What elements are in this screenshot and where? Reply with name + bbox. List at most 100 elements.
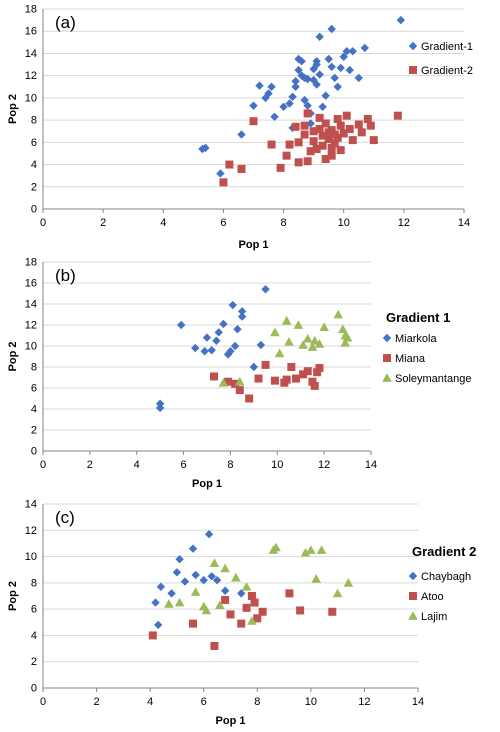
- data-point: [327, 151, 336, 160]
- data-point: [330, 73, 339, 83]
- data-point: [291, 122, 300, 131]
- data-point: [306, 545, 316, 554]
- y-tick-label: 10: [25, 92, 37, 104]
- x-tick-label: 2: [94, 696, 100, 708]
- data-point: [200, 347, 209, 356]
- x-tick-label: 4: [147, 696, 153, 708]
- legend-label: Gradient-2: [421, 65, 473, 77]
- data-point: [369, 136, 378, 145]
- data-point: [309, 127, 318, 136]
- data-point: [318, 141, 327, 150]
- data-point: [336, 146, 345, 155]
- data-point: [327, 62, 336, 71]
- data-point: [294, 158, 303, 167]
- data-point: [174, 597, 185, 607]
- data-point: [241, 582, 252, 591]
- data-point: [297, 57, 306, 66]
- data-point: [330, 139, 339, 148]
- y-axis-title: Pop 2: [7, 581, 19, 611]
- series-miarkola: [155, 285, 270, 413]
- data-point: [172, 568, 182, 577]
- y-axis-title: Pop 2: [7, 342, 19, 372]
- chart-panel: 0 2 4 6 8 10 12 14 16 18 0 2 4 6 8 10 12 14 Pop 1 Pop 2 (a) G…: [7, 4, 473, 252]
- data-point: [177, 320, 186, 330]
- y-tick-label: 0: [31, 204, 37, 216]
- x-axis-title: Pop 1: [216, 715, 246, 727]
- data-point: [333, 309, 343, 319]
- data-point: [281, 316, 292, 325]
- y-tick-label: 14: [25, 499, 37, 511]
- data-point: [175, 555, 184, 564]
- data-point: [306, 119, 315, 128]
- data-point: [306, 147, 315, 156]
- data-point: [310, 381, 319, 390]
- legend-label: Atoo: [421, 591, 444, 603]
- data-point: [354, 73, 363, 83]
- series-gradient-1: [198, 15, 406, 178]
- data-point: [191, 343, 200, 353]
- y-tick-label: 2: [31, 181, 37, 193]
- data-point: [271, 542, 281, 552]
- data-point: [254, 374, 263, 383]
- data-point: [253, 614, 262, 623]
- x-tick-label: 8: [227, 459, 233, 471]
- data-point: [231, 572, 241, 582]
- legend-marker: [382, 333, 392, 343]
- data-point: [396, 15, 406, 25]
- data-point: [199, 576, 208, 585]
- y-tick-label: 12: [25, 525, 37, 537]
- data-point: [342, 111, 351, 120]
- data-point: [237, 589, 246, 598]
- data-point: [224, 377, 233, 386]
- data-point: [237, 312, 247, 321]
- data-point: [220, 586, 230, 595]
- data-point: [207, 346, 216, 355]
- y-tick-label: 8: [31, 577, 37, 589]
- data-point: [303, 109, 312, 118]
- data-point: [202, 333, 212, 342]
- series-soleymantange: [218, 309, 353, 387]
- data-point: [288, 92, 297, 101]
- data-point: [285, 140, 294, 149]
- data-point: [318, 102, 327, 111]
- x-tick-label: 12: [398, 217, 410, 229]
- data-point: [267, 82, 276, 91]
- legend-marker: [408, 41, 418, 51]
- legend: Gradient-1 Gradient-2: [408, 41, 473, 77]
- y-tick-label: 12: [25, 320, 37, 332]
- x-tick-label: 8: [281, 217, 287, 229]
- data-point: [315, 125, 324, 133]
- y-tick-label: 0: [31, 446, 37, 458]
- chart-panel: 0 2 4 6 8 10 12 14 0 2 4 6 8 10 12 14 Pop 1 Pop 2 (c) Gradi…: [7, 499, 476, 728]
- data-point: [188, 544, 198, 553]
- series-atoo: [148, 589, 337, 650]
- data-point: [210, 372, 219, 381]
- data-point: [315, 32, 324, 41]
- data-point: [299, 370, 308, 379]
- data-point: [327, 24, 336, 34]
- y-tick-label: 8: [31, 362, 37, 374]
- y-tick-label: 4: [31, 404, 37, 416]
- data-point: [279, 102, 288, 111]
- data-point: [237, 130, 246, 139]
- data-point: [336, 121, 345, 130]
- y-tick-label: 10: [25, 341, 37, 353]
- x-tick-label: 10: [338, 217, 350, 229]
- panel-label: (a): [55, 13, 76, 32]
- data-point: [366, 121, 375, 130]
- legend-title: Gradient 1: [386, 310, 450, 325]
- data-point: [219, 178, 228, 187]
- data-point: [284, 337, 294, 346]
- data-point: [298, 340, 308, 349]
- x-tick-label: 14: [458, 217, 470, 229]
- data-point: [220, 563, 230, 573]
- data-point: [291, 82, 300, 91]
- data-point: [212, 336, 221, 345]
- data-point: [210, 641, 219, 650]
- data-point: [315, 113, 324, 122]
- chart-panel: 0 2 4 6 8 10 12 14 16 18 0 2 4 6 8 10 12 14 Pop 1 Pop 2 (b) G…: [7, 257, 471, 491]
- data-point: [314, 339, 325, 348]
- data-point: [321, 91, 330, 100]
- x-tick-label: 6: [201, 696, 207, 708]
- data-point: [191, 570, 200, 580]
